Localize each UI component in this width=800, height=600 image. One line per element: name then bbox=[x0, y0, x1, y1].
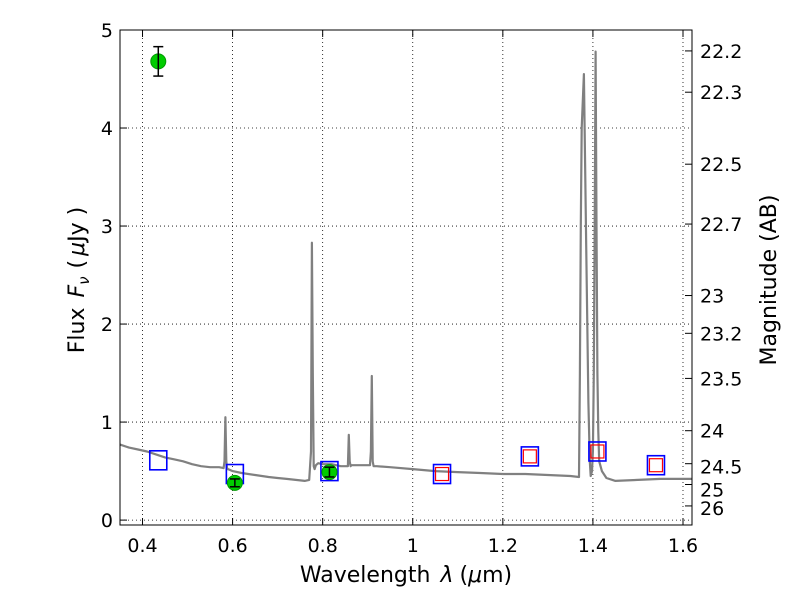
magnitude-tick-label: 25 bbox=[700, 480, 724, 502]
y-tick-label: 4 bbox=[101, 118, 113, 140]
nir-marker bbox=[590, 444, 605, 459]
plot-area bbox=[119, 45, 692, 491]
magnitude-tick-label: 22.2 bbox=[700, 41, 742, 63]
y-tick-label: 0 bbox=[101, 510, 113, 532]
magnitude-tick-label: 23.5 bbox=[700, 368, 742, 390]
x-tick-label: 1.6 bbox=[668, 535, 698, 557]
magnitude-tick-label: 24.5 bbox=[700, 457, 742, 479]
y-tick-label: 3 bbox=[101, 216, 113, 238]
magnitude-tick-label: 26 bbox=[700, 498, 724, 520]
magnitude-tick-label: 22.5 bbox=[700, 154, 742, 176]
x-tick-label: 0.8 bbox=[308, 535, 338, 557]
x-tick-label: 0.6 bbox=[217, 535, 247, 557]
model-photometry-marker bbox=[432, 463, 452, 485]
plot-frame bbox=[119, 29, 693, 526]
model-photometry-marker bbox=[520, 446, 540, 467]
nir-marker bbox=[434, 466, 450, 482]
magnitude-tick-label: 23 bbox=[700, 286, 724, 308]
y-axis-label: FluxFν(μJy ) bbox=[65, 207, 93, 353]
model-photometry-marker bbox=[646, 454, 666, 476]
y-tick-label: 1 bbox=[101, 412, 113, 434]
magnitude-tick-label: 23.2 bbox=[700, 323, 742, 345]
model-photometry-marker bbox=[148, 450, 168, 471]
x-tick-label: 1 bbox=[407, 535, 419, 557]
nir-marker bbox=[522, 449, 537, 464]
nir-marker bbox=[648, 458, 664, 473]
axes: 0.4 0.6 0.8 1 1.2 1.4 1.601234522.222.322.522.… bbox=[101, 20, 742, 557]
x-tick-label: 0.4 bbox=[127, 535, 157, 557]
model-spectrum-line bbox=[119, 50, 692, 482]
x-axis-label: Wavelength λ (μm) bbox=[300, 563, 512, 588]
x-tick-label: 1.4 bbox=[578, 535, 608, 557]
model-photometry-marker bbox=[320, 460, 339, 482]
magnitude-tick-label: 22.7 bbox=[700, 214, 742, 236]
y-tick-label: 5 bbox=[101, 20, 113, 42]
y2-axis-label: Magnitude (AB) bbox=[757, 195, 782, 366]
magnitude-tick-label: 22.3 bbox=[700, 82, 742, 104]
magnitude-tick-label: 24 bbox=[700, 421, 724, 443]
x-tick-label: 1.2 bbox=[488, 535, 518, 557]
y-tick-label: 2 bbox=[101, 314, 113, 336]
model-photometry-marker bbox=[588, 441, 607, 462]
